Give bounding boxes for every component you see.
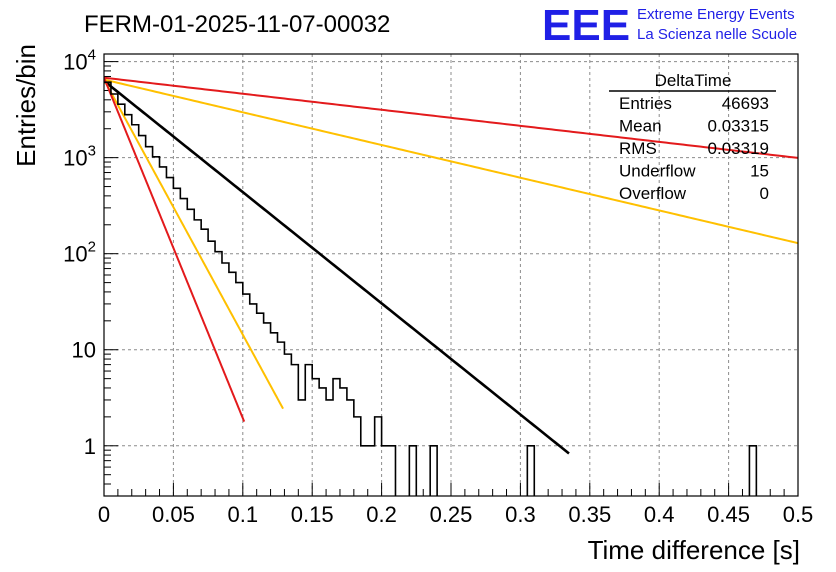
stats-rows: Entries 46693 Mean 0.03315 RMS 0.03319 Underfl… xyxy=(619,94,769,203)
y-tick-labels: 1 10 102 103 104 xyxy=(63,47,96,459)
stats-row-value: 0.03315 xyxy=(708,117,769,136)
y-tick-label: 1 xyxy=(84,434,96,459)
stats-row-label: Entries xyxy=(619,94,672,113)
fit-curve xyxy=(104,79,570,455)
x-tick-label: 0.5 xyxy=(783,502,814,527)
x-tick-label: 0.3 xyxy=(505,502,536,527)
y-tick-label: 102 xyxy=(63,239,96,267)
x-tick-labels: 0 0.05 0.1 0.15 0.2 0.25 0.3 0.35 0.4 0.45 0.5 xyxy=(98,502,813,527)
stats-row-value: 0.03319 xyxy=(708,139,769,158)
x-tick-label: 0.1 xyxy=(228,502,259,527)
stats-row-label: Overflow xyxy=(619,184,687,203)
x-tick-label: 0.15 xyxy=(291,502,334,527)
stats-row-label: Underflow xyxy=(619,162,696,181)
fit-curve xyxy=(104,77,246,422)
x-tick-label: 0 xyxy=(98,502,110,527)
x-tick-label: 0.05 xyxy=(152,502,195,527)
plot-frame xyxy=(103,53,799,497)
fit-curve xyxy=(104,76,798,159)
stats-row-value: 0 xyxy=(760,184,769,203)
stats-row-label: RMS xyxy=(619,139,657,158)
chart-title: FERM-01-2025-11-07-00032 xyxy=(84,11,390,38)
eee-logo-line2: La Scienza nelle Scuole xyxy=(637,26,797,43)
stats-row-value: 46693 xyxy=(722,94,769,113)
fit-curve xyxy=(104,78,798,245)
stats-title: DeltaTime xyxy=(655,71,732,90)
x-tick-label: 0.2 xyxy=(366,502,397,527)
x-tick-label: 0.25 xyxy=(430,502,473,527)
x-tick-label: 0.4 xyxy=(644,502,675,527)
y-tick-label: 103 xyxy=(63,143,96,171)
eee-logo-mark: EEE xyxy=(542,1,630,50)
y-axis-title: Entries/bin xyxy=(11,44,41,167)
fit-curve xyxy=(104,79,284,410)
y-tick-label: 10 xyxy=(72,338,96,363)
stats-row-label: Mean xyxy=(619,117,662,136)
x-tick-label: 0.45 xyxy=(707,502,750,527)
x-tick-label: 0.35 xyxy=(568,502,611,527)
fit-curves xyxy=(104,76,798,455)
eee-logo: EEE Extreme Energy Events La Scienza nel… xyxy=(542,1,797,50)
histogram-deltatime xyxy=(104,81,758,496)
y-tick-label: 104 xyxy=(63,47,96,75)
grid xyxy=(104,54,798,496)
x-axis-title: Time difference [s] xyxy=(588,535,800,565)
eee-logo-line1: Extreme Energy Events xyxy=(637,6,795,23)
stats-row-value: 15 xyxy=(750,162,769,181)
stats-box: DeltaTime Entries 46693 Mean 0.03315 RMS 0.03… xyxy=(609,71,776,203)
plot-area xyxy=(104,76,798,496)
